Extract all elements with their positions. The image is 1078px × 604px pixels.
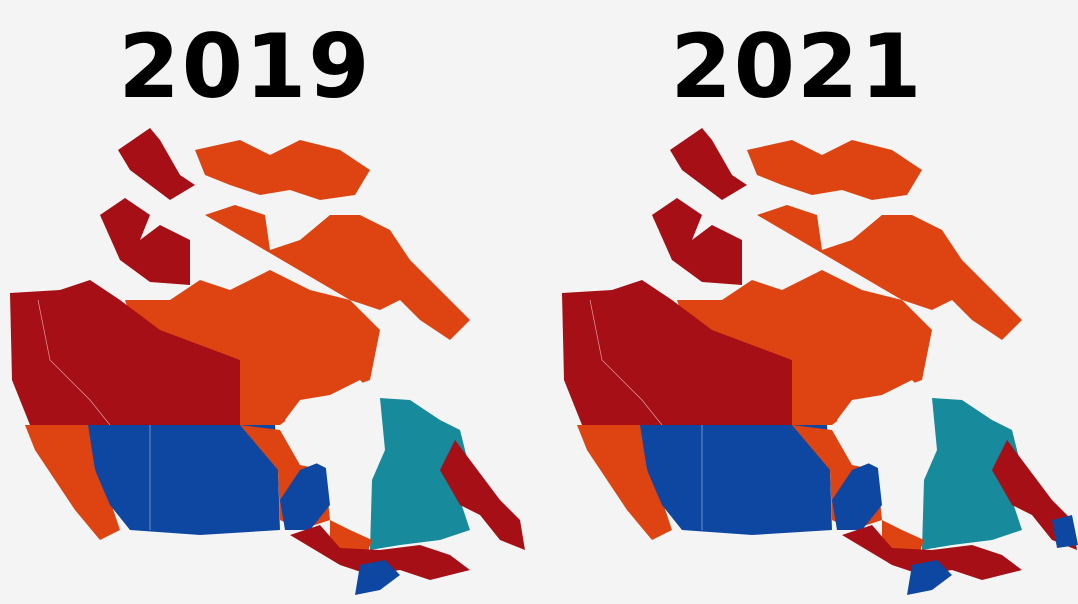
region xyxy=(118,128,195,200)
region xyxy=(370,398,470,550)
boundary xyxy=(37,299,111,426)
region xyxy=(280,460,330,530)
region xyxy=(355,560,400,595)
region xyxy=(670,128,747,200)
region xyxy=(842,525,1022,580)
region xyxy=(907,560,952,595)
region xyxy=(577,425,672,540)
water xyxy=(837,380,927,480)
region xyxy=(440,440,525,550)
region xyxy=(562,280,792,425)
region xyxy=(205,205,470,340)
region xyxy=(922,398,1022,550)
region xyxy=(640,425,832,535)
region xyxy=(1052,515,1078,548)
region xyxy=(677,270,932,425)
map-2019 xyxy=(10,128,525,595)
region xyxy=(832,460,882,530)
boundary xyxy=(589,299,663,426)
region xyxy=(747,140,922,200)
map-title: 2021 xyxy=(671,15,924,118)
region xyxy=(10,280,240,425)
map-title: 2019 xyxy=(119,15,372,118)
region xyxy=(88,425,280,535)
region xyxy=(290,525,470,580)
region xyxy=(100,198,190,285)
water xyxy=(285,380,375,480)
region xyxy=(757,205,1022,340)
map-2021 xyxy=(562,128,1078,595)
region xyxy=(195,140,370,200)
region xyxy=(25,425,120,540)
region xyxy=(125,270,380,425)
region xyxy=(652,198,742,285)
